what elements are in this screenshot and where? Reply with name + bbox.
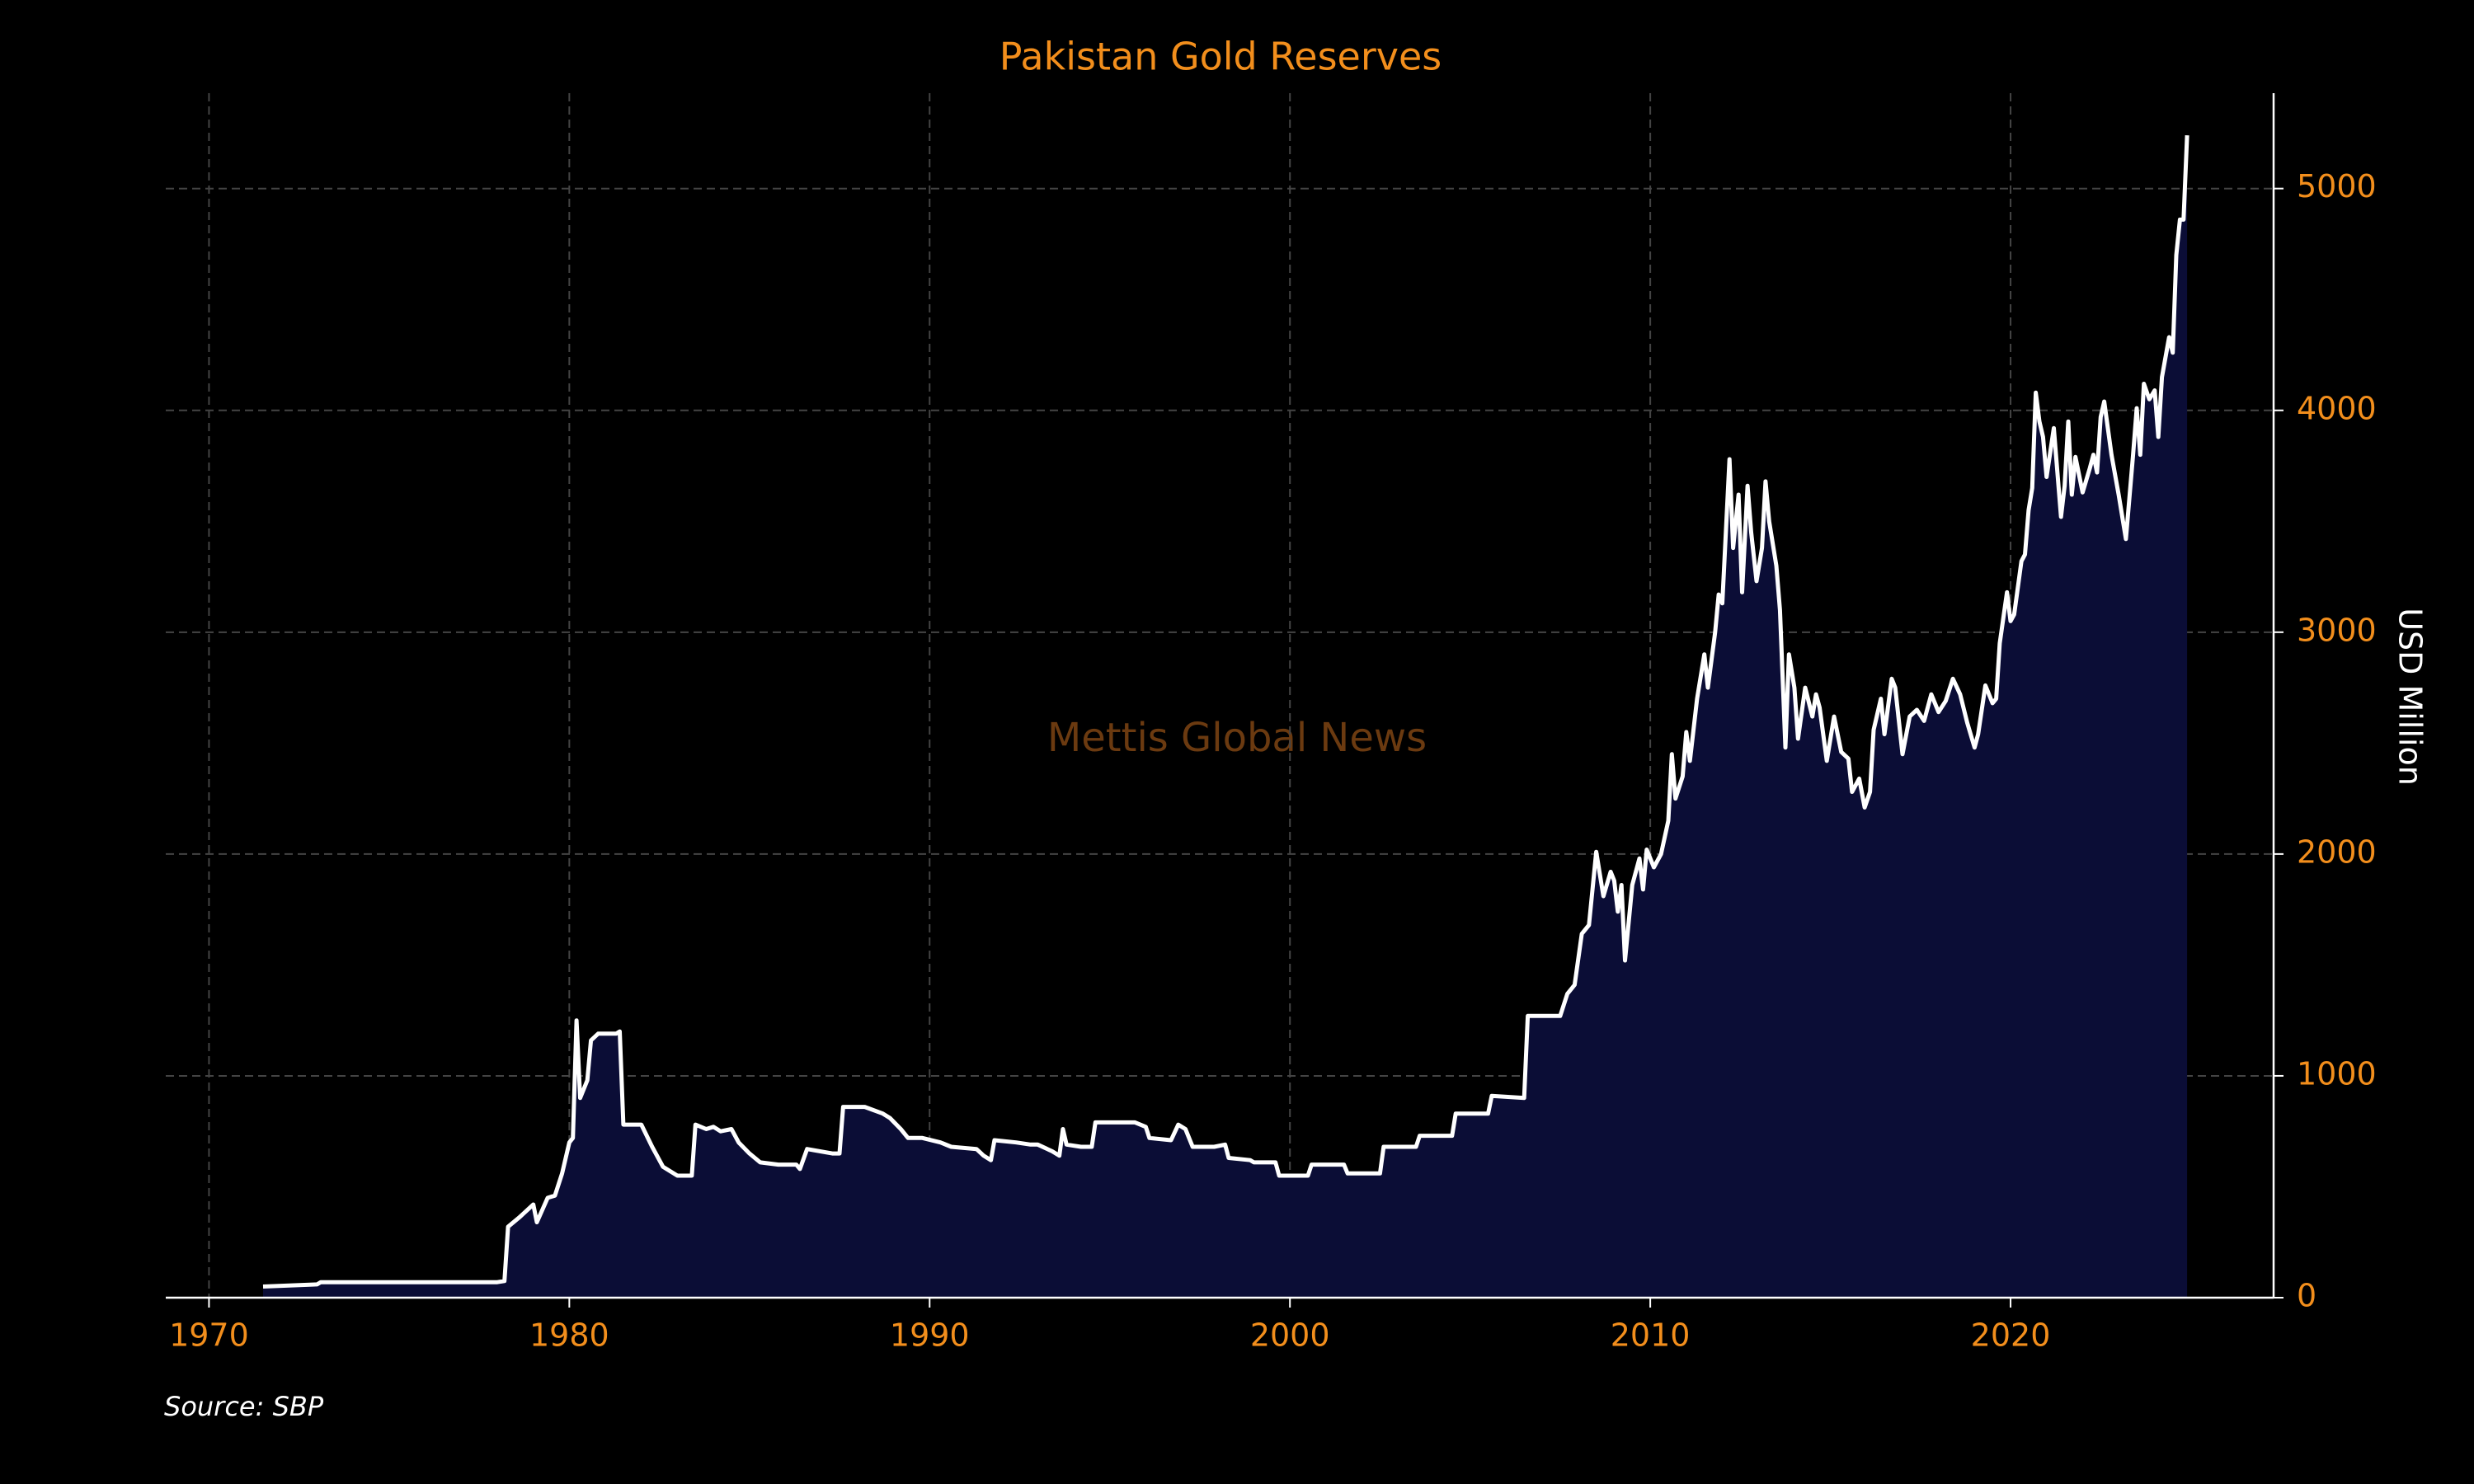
watermark: Mettis Global News bbox=[1047, 715, 1427, 761]
y-tick-label: 3000 bbox=[2297, 612, 2377, 648]
y-tick-label: 4000 bbox=[2297, 390, 2377, 426]
x-tick-label: 1990 bbox=[890, 1317, 970, 1354]
y-axis-label: USD Million bbox=[2392, 608, 2429, 786]
x-tick-label: 2020 bbox=[1971, 1317, 2051, 1354]
area-fill bbox=[263, 135, 2188, 1298]
y-tick-label: 1000 bbox=[2297, 1055, 2377, 1092]
x-tick-label: 1970 bbox=[169, 1317, 249, 1354]
y-tick-label: 0 bbox=[2297, 1278, 2316, 1314]
x-tick-label: 1980 bbox=[529, 1317, 609, 1354]
source-note: Source: SBP bbox=[164, 1391, 324, 1422]
x-tick-label: 2010 bbox=[1611, 1317, 1691, 1354]
y-tick-label: 2000 bbox=[2297, 834, 2377, 870]
y-tick-label: 5000 bbox=[2297, 168, 2377, 204]
chart-title: Pakistan Gold Reserves bbox=[999, 35, 1442, 79]
x-tick-label: 2000 bbox=[1250, 1317, 1330, 1354]
line bbox=[262, 134, 2189, 1289]
